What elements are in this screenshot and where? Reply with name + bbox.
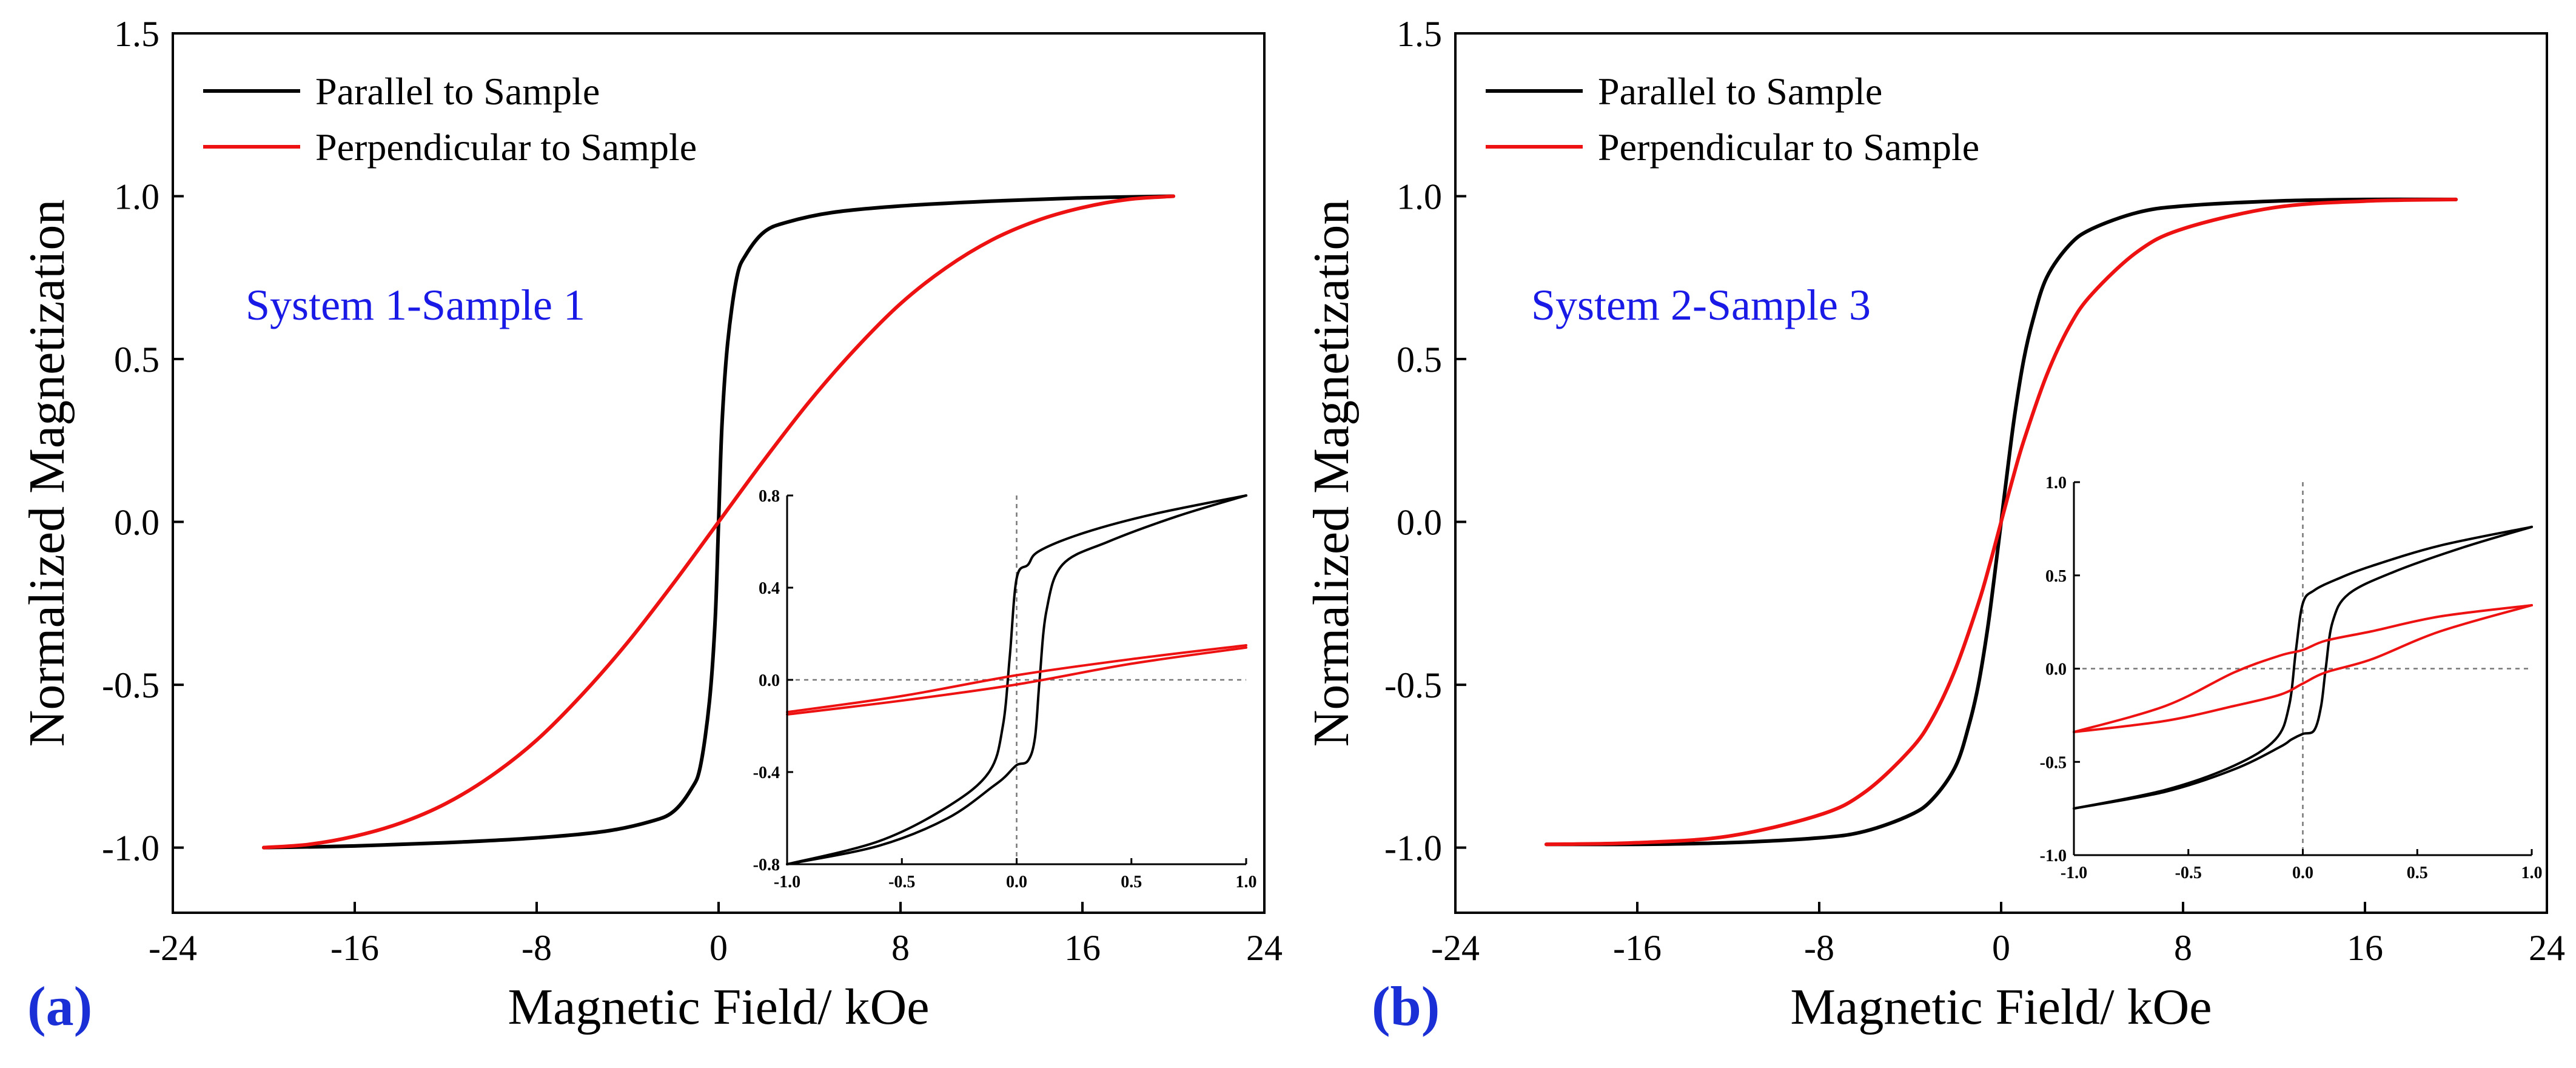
inset-y-tick-label: -0.4 xyxy=(753,764,780,782)
y-axis-label: Normalized Magnetization xyxy=(1303,200,1360,747)
legend: Parallel to Sample Perpendicular to Sampl… xyxy=(1486,70,1979,169)
y-tick-label: 0.5 xyxy=(1397,340,1442,380)
sample-annotation: System 1-Sample 1 xyxy=(246,281,585,329)
inset-x-tick-label: 0.5 xyxy=(1121,873,1142,892)
legend-label-perpendicular: Perpendicular to Sample xyxy=(315,126,697,169)
chart-panel-b: -24 -16 -8 0 8 16 24 -1.0 -0.5 0.0 0.5 1.0 1.5 Magnet… xyxy=(1303,14,2565,1037)
inset-chart: -1.0 -0.5 0.0 0.5 1.0 -1.0 -0.5 0.0 0.5 1.0 xyxy=(2040,474,2543,882)
inset-x-tick-label: 1.0 xyxy=(2521,864,2543,882)
y-tick-label: -0.5 xyxy=(102,665,159,705)
y-tick-label: 0.0 xyxy=(1397,503,1442,543)
inset-y-tick-label: -0.5 xyxy=(2040,753,2067,772)
legend-label-parallel: Parallel to Sample xyxy=(1598,70,1882,113)
x-tick-label: 8 xyxy=(2174,928,2192,968)
sample-annotation: System 2-Sample 3 xyxy=(1531,281,1871,329)
x-tick-label: 24 xyxy=(2529,928,2565,968)
series-line-perpendicular xyxy=(262,194,1175,850)
inset-y-tick-label: -1.0 xyxy=(2040,847,2067,865)
y-tick-label: -1.0 xyxy=(102,828,159,868)
legend-label-perpendicular: Perpendicular to Sample xyxy=(1598,126,1979,169)
y-tick-label: 1.0 xyxy=(114,177,159,217)
y-tick-label: -1.0 xyxy=(1384,828,1442,868)
y-tick-label: 0.5 xyxy=(114,340,159,380)
inset-y-tick-label: 1.0 xyxy=(2045,474,2067,492)
y-tick-label: 1.5 xyxy=(114,14,159,54)
x-tick-label: 0 xyxy=(709,928,728,968)
inset-x-tick-label: -0.5 xyxy=(888,873,915,892)
inset-x-tick-label: 0.0 xyxy=(1006,873,1027,892)
panel-label: (a) xyxy=(27,975,92,1037)
y-tick-label: 0.0 xyxy=(114,503,159,543)
chart-panel-a: -24 -16 -8 0 8 16 24 -1.0 -0.5 0.0 0.5 1.0 1.5 Magnet… xyxy=(19,14,1283,1037)
inset-y-tick-label: 0.4 xyxy=(759,579,780,598)
inset-y-tick-label: 0.0 xyxy=(759,671,780,690)
inset-series-line xyxy=(2073,603,2533,734)
inset-series-line xyxy=(786,494,1247,865)
x-tick-label: -24 xyxy=(149,928,197,968)
inset-series-line xyxy=(786,494,1247,865)
x-tick-label: 8 xyxy=(891,928,910,968)
inset-series-line xyxy=(2073,525,2533,810)
y-axis-label: Normalized Magnetization xyxy=(19,200,75,747)
y-tick-label: 1.0 xyxy=(1397,177,1442,217)
inset-x-tick-label: -1.0 xyxy=(774,873,800,892)
inset-y-tick-label: 0.5 xyxy=(2045,567,2067,586)
inset-series-line xyxy=(2073,525,2533,810)
x-tick-label: 16 xyxy=(1064,928,1101,968)
inset-chart: -1.0 -0.5 0.0 0.5 1.0 -0.8 -0.4 0.0 0.4 0.8 xyxy=(753,487,1257,892)
inset-x-tick-label: 0.5 xyxy=(2407,864,2428,882)
inset-y-tick-label: 0.0 xyxy=(2045,660,2067,679)
panel-label: (b) xyxy=(1372,975,1440,1037)
x-axis-label: Magnetic Field/ kOe xyxy=(1790,979,2212,1035)
y-tick-label: -0.5 xyxy=(1384,665,1442,705)
inset-y-tick-label: 0.8 xyxy=(759,487,780,506)
legend: Parallel to Sample Perpendicular to Sampl… xyxy=(203,70,697,169)
inset-x-tick-label: -1.0 xyxy=(2061,864,2087,882)
x-tick-label: 24 xyxy=(1246,928,1283,968)
inset-x-tick-label: 1.0 xyxy=(1236,873,1257,892)
x-tick-label: -24 xyxy=(1431,928,1480,968)
x-tick-label: -8 xyxy=(522,928,552,968)
inset-x-tick-label: 0.0 xyxy=(2292,864,2313,882)
inset-y-tick-label: -0.8 xyxy=(753,856,780,875)
series-line-perpendicular xyxy=(1545,197,2458,847)
legend-label-parallel: Parallel to Sample xyxy=(315,70,600,113)
x-tick-label: -16 xyxy=(330,928,379,968)
x-tick-label: -16 xyxy=(1613,928,1662,968)
inset-x-tick-label: -0.5 xyxy=(2175,864,2202,882)
x-axis-label: Magnetic Field/ kOe xyxy=(508,979,929,1035)
inset-series-line xyxy=(2073,603,2533,734)
x-tick-label: 16 xyxy=(2347,928,2383,968)
inset-series-line xyxy=(786,646,1247,716)
y-tick-label: 1.5 xyxy=(1397,14,1442,54)
x-tick-label: -8 xyxy=(1804,928,1834,968)
x-tick-label: 0 xyxy=(1992,928,2010,968)
inset-series-line xyxy=(786,644,1247,714)
